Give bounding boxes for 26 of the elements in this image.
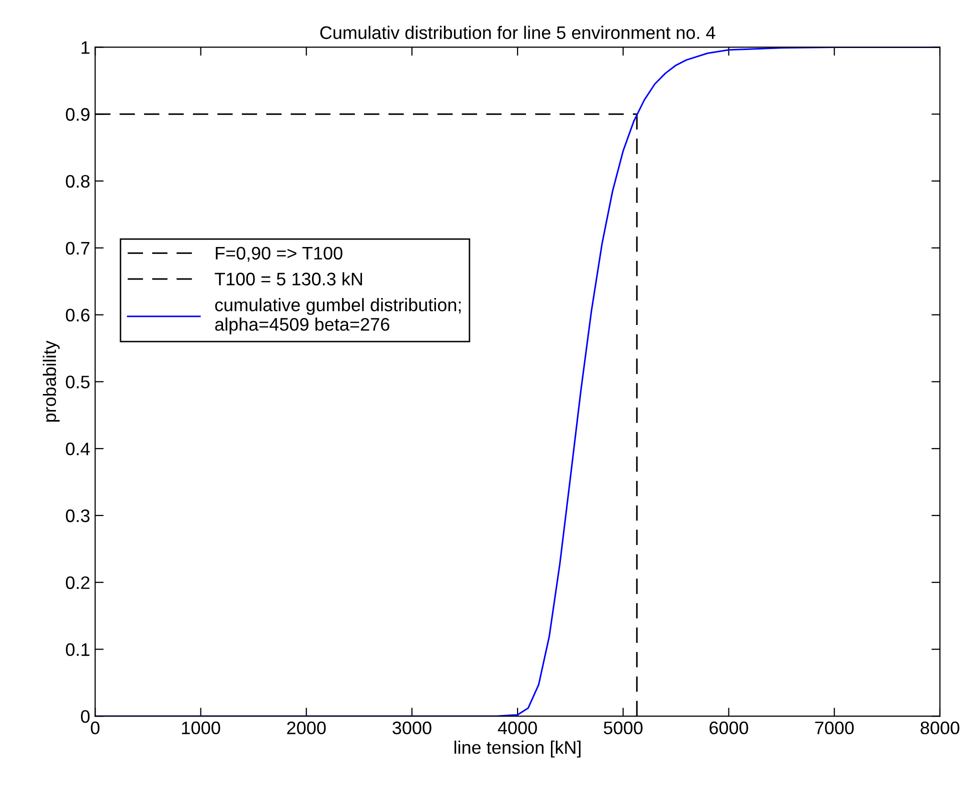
x-tick-label: 5000 [604,722,643,734]
y-tick-label: 0.4 [66,442,90,456]
x-axis-title: line tension [kN] [454,740,580,758]
y-tick-label: 0.6 [66,308,90,322]
y-tick-label: 1 [82,41,90,54]
y-tick-label: 0.5 [66,376,90,388]
x-tick-label: 0 [90,722,100,734]
y-tick-label: 0.9 [66,108,90,121]
legend-label: cumulative gumbel distribution; alpha=4509 beta=276 [215,298,461,334]
chart-title: Cumulativ distribution for line 5 environment no. 4 [320,26,716,40]
legend-label: F=0,90 => T100 [216,246,342,262]
x-tick-label: 3000 [392,722,432,734]
x-tick-label: 8000 [920,722,960,734]
y-tick-label: 0.1 [66,643,90,656]
y-tick-label: 0.2 [66,576,90,590]
y-tick-label: 0.3 [66,509,90,522]
legend-label: T100 = 5 130.3 kN [214,272,362,286]
y-tick-label: 0.7 [66,242,90,255]
x-tick-label: 7000 [815,722,854,734]
y-tick-label: 0.8 [66,174,90,188]
x-tick-label: 2000 [287,722,326,734]
x-tick-label: 6000 [710,722,748,734]
y-axis-title: probability [42,340,60,422]
y-tick-label: 0 [80,710,90,723]
x-tick-label: 4000 [498,722,537,734]
x-tick-label: 1000 [182,722,220,734]
